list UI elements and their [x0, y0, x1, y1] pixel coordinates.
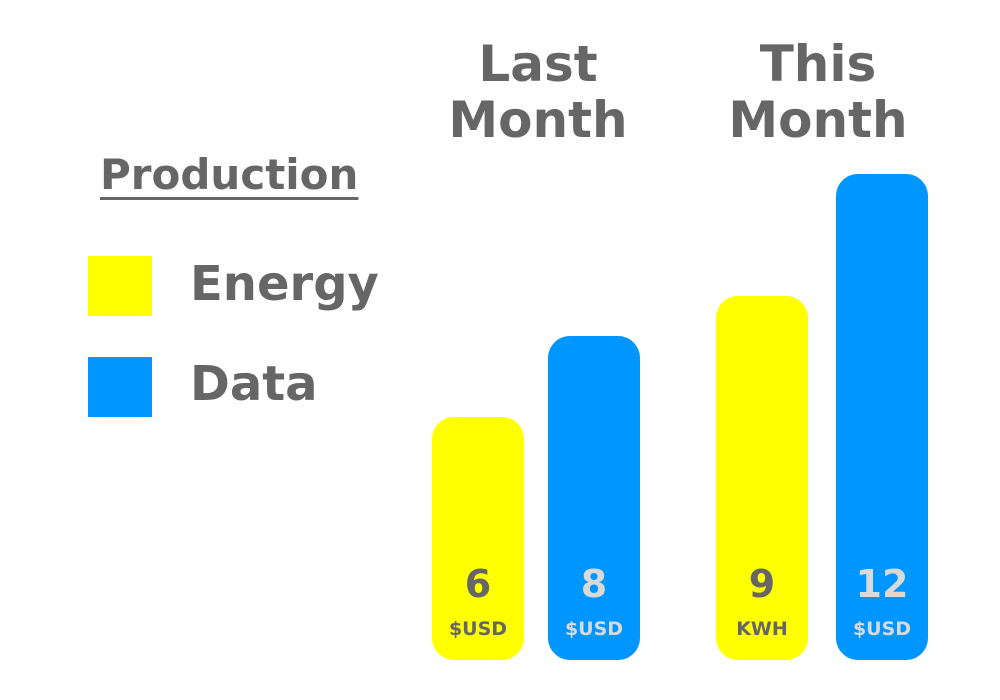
bar-value-data-this-month: 12	[855, 562, 909, 606]
bar-unit-data-last-month: $USD	[564, 618, 624, 640]
bar-value-energy-this-month: 9	[748, 562, 776, 606]
bar-value-data-last-month: 8	[580, 562, 608, 606]
category-title-this-month: This Month	[728, 35, 908, 149]
bar-data-last-month	[548, 336, 640, 660]
legend-label-energy: Energy	[190, 256, 379, 312]
legend-swatch-data	[88, 357, 152, 417]
bar-value-energy-last-month: 6	[464, 562, 492, 606]
bar-energy-last-month	[432, 417, 524, 660]
legend-swatch-energy	[88, 256, 152, 316]
bar-data-this-month	[836, 174, 928, 660]
legend-title: Production	[100, 150, 359, 199]
bar-unit-data-this-month: $USD	[852, 618, 912, 640]
bar-unit-energy-last-month: $USD	[448, 618, 508, 640]
category-title-last-month: Last Month	[448, 35, 628, 149]
bar-unit-energy-this-month: KWH	[736, 618, 788, 640]
legend-label-data: Data	[190, 356, 318, 412]
bar-energy-this-month	[716, 295, 808, 660]
